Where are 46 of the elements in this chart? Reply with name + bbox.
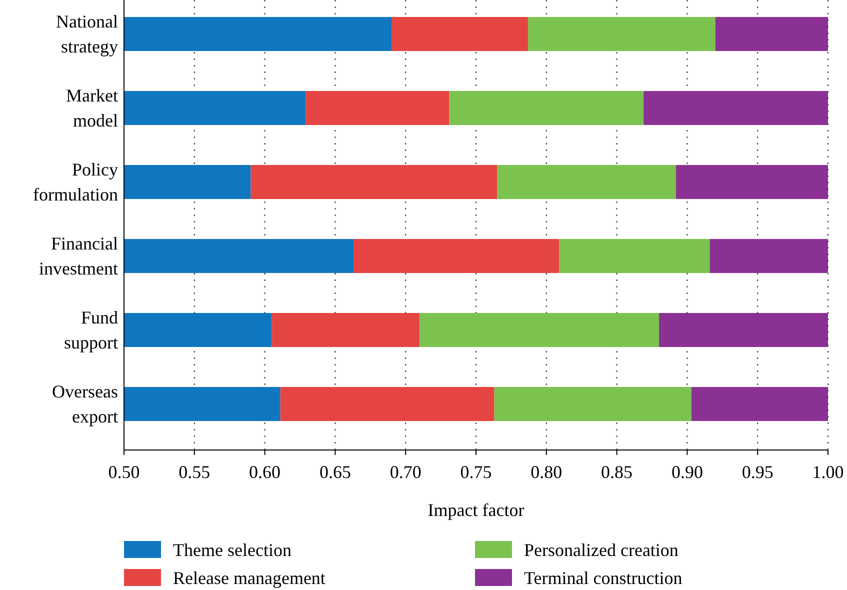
bar	[528, 16, 716, 52]
x-tick-label: 0.80	[530, 462, 562, 482]
legend-label: Theme selection	[173, 540, 292, 560]
bar	[272, 312, 420, 348]
x-tick-label: 0.75	[460, 462, 492, 482]
bar	[497, 164, 676, 200]
bar	[280, 386, 494, 422]
legend-label: Release management	[173, 568, 326, 588]
y-tick-label: Fund support	[64, 308, 118, 352]
bar	[124, 16, 392, 52]
x-tick-label: 0.65	[319, 462, 351, 482]
x-tick-label: 0.95	[742, 462, 774, 482]
bar	[691, 386, 828, 422]
bar	[559, 238, 710, 274]
x-tick-label: 0.55	[178, 462, 210, 482]
bar	[676, 164, 828, 200]
x-axis-title: Impact factor	[428, 500, 524, 520]
x-tick-label: 1.00	[812, 462, 844, 482]
bar	[124, 164, 251, 200]
x-tick-label: 0.70	[390, 462, 422, 482]
y-tick-label: Overseas export	[52, 382, 118, 426]
bar	[494, 386, 692, 422]
bar	[250, 164, 498, 200]
legend-label: Terminal construction	[524, 568, 682, 588]
bar	[715, 16, 828, 52]
bar	[659, 312, 828, 348]
x-tick-label: 0.50	[108, 462, 140, 482]
bar	[449, 90, 644, 126]
bar	[124, 90, 306, 126]
y-tick-label: Market model	[66, 86, 118, 130]
x-tick-label: 0.90	[671, 462, 703, 482]
bar	[124, 238, 354, 274]
bar	[420, 312, 660, 348]
bar	[354, 238, 560, 274]
x-tick-label: 0.85	[601, 462, 633, 482]
bar	[392, 16, 528, 52]
y-tick-label: Policy formulation	[33, 160, 118, 204]
bar	[124, 386, 280, 422]
bar	[710, 238, 828, 274]
legend-label: Personalized creation	[524, 540, 678, 560]
x-tick-label: 0.60	[249, 462, 281, 482]
bar	[306, 90, 450, 126]
y-tick-label: National strategy	[56, 12, 118, 56]
y-tick-label: Financial investment	[39, 234, 118, 278]
bar	[124, 312, 272, 348]
bar	[644, 90, 828, 126]
